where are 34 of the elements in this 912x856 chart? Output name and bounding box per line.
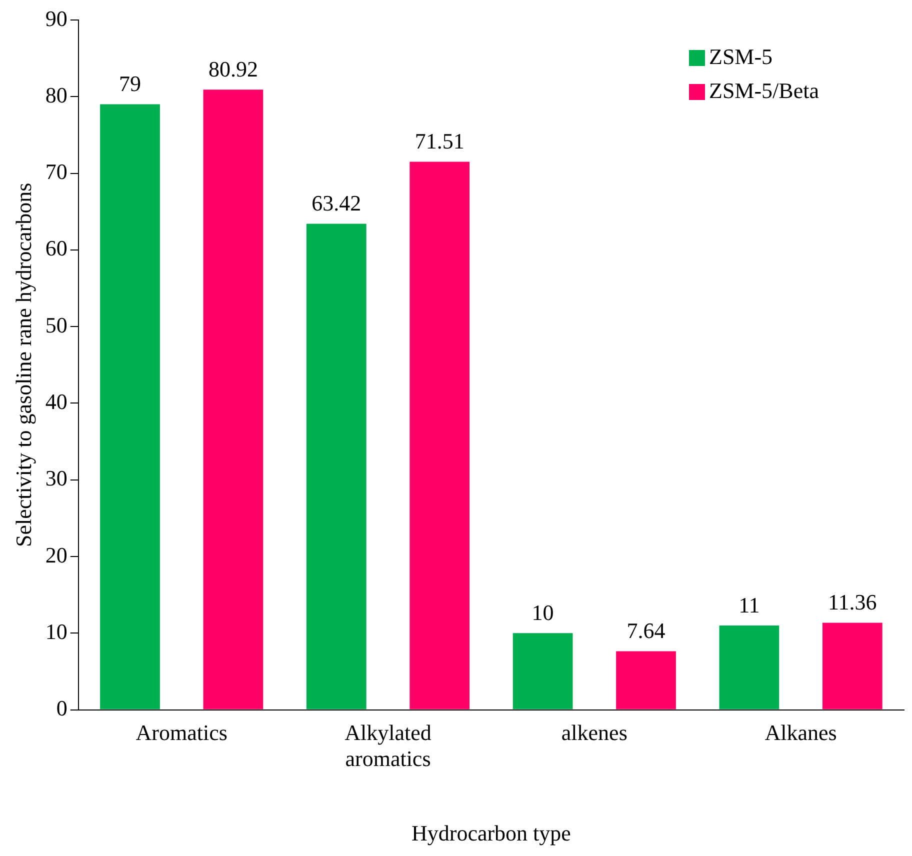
- bar: [306, 224, 366, 710]
- y-tick-label: 30: [45, 466, 68, 491]
- y-tick-label: 60: [45, 236, 68, 261]
- bar: [822, 622, 882, 710]
- y-tick-label: 0: [56, 696, 68, 721]
- y-tick-label: 90: [45, 6, 68, 31]
- legend-label: ZSM-5/Beta: [709, 78, 820, 103]
- y-tick-label: 40: [45, 389, 68, 414]
- x-tick-label: alkenes: [561, 720, 628, 745]
- y-tick-label: 70: [45, 159, 68, 184]
- x-tick-label: Alkylated aromatics: [344, 720, 432, 772]
- x-axis-title: Hydrocarbon type: [411, 820, 571, 846]
- bar: [410, 162, 470, 710]
- y-tick-label: 50: [45, 312, 68, 338]
- x-tick-label: Aromatics: [136, 720, 228, 745]
- bar: [512, 633, 573, 710]
- bar: [719, 625, 780, 710]
- data-label: 7.64: [626, 618, 666, 644]
- data-label: 11: [738, 592, 760, 618]
- bar: [616, 651, 676, 710]
- y-tick-label: 10: [45, 618, 68, 644]
- y-axis-title: Selectivity to gasoline rane hydrocarbons: [10, 182, 36, 547]
- data-label: 79: [119, 71, 141, 96]
- data-label: 11.36: [828, 590, 877, 615]
- data-label: 63.42: [312, 190, 362, 216]
- legend-label: ZSM-5: [709, 44, 773, 69]
- y-tick-label: 20: [45, 542, 68, 568]
- data-label: 80.92: [208, 56, 258, 82]
- y-tick-label: 80: [45, 82, 68, 108]
- data-label: 71.51: [414, 128, 464, 154]
- x-tick-label: Alkanes: [764, 720, 837, 745]
- data-label: 10: [532, 600, 554, 625]
- bar: [100, 104, 160, 710]
- bar: [203, 90, 264, 710]
